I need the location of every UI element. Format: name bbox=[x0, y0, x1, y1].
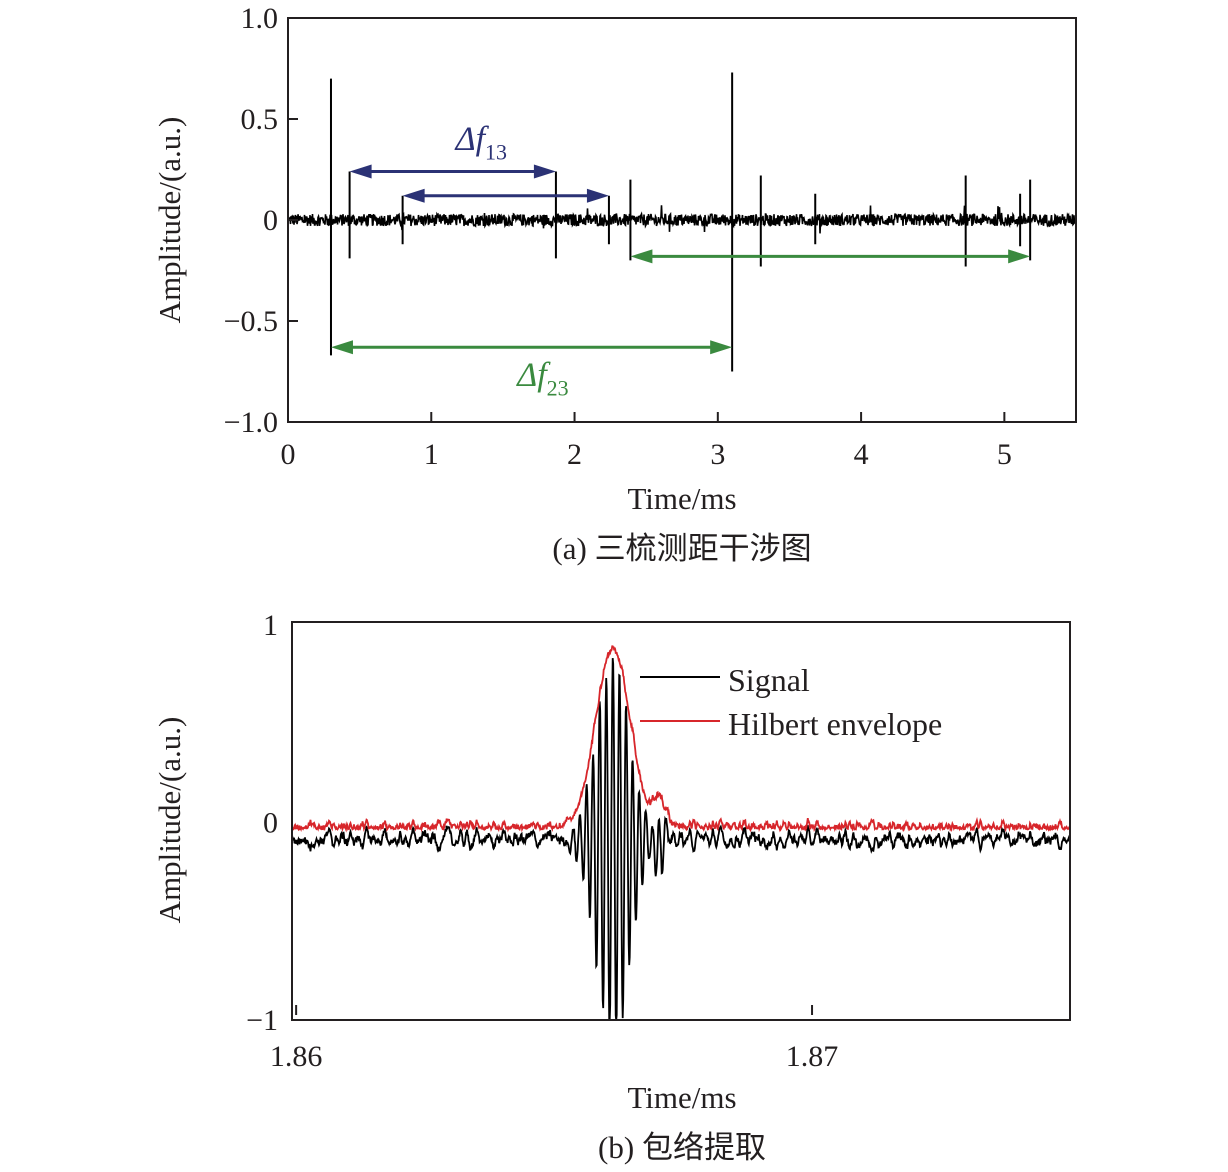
y-tick-label: 1 bbox=[263, 609, 278, 642]
x-tick-label: 4 bbox=[854, 438, 869, 471]
y-tick-label: −0.5 bbox=[224, 305, 278, 338]
delta-f-label: Δf13 bbox=[454, 120, 507, 164]
y-tick-label: 0 bbox=[263, 807, 278, 840]
measurement-arrow bbox=[402, 188, 609, 203]
arrow-head-right-icon bbox=[533, 164, 556, 179]
measurement-arrow bbox=[330, 340, 733, 355]
delta-f-subscript: 13 bbox=[485, 139, 507, 164]
arrow-head-left-icon bbox=[349, 164, 372, 179]
delta-f-subscript: 23 bbox=[547, 376, 569, 401]
legend-label-envelope: Hilbert envelope bbox=[728, 706, 942, 742]
chart-b-xlabel: Time/ms bbox=[627, 1080, 736, 1115]
signal-trace bbox=[288, 205, 1076, 234]
delta-f-base: Δf bbox=[454, 120, 490, 157]
chart-b-ylabel: Amplitude/(a.u.) bbox=[152, 717, 187, 924]
x-tick-label: 2 bbox=[567, 438, 582, 471]
signal-line bbox=[291, 658, 1071, 1021]
arrow-head-left-icon bbox=[630, 249, 653, 264]
chart-a-xlabel: Time/ms bbox=[627, 481, 736, 516]
arrow-head-right-icon bbox=[710, 340, 733, 355]
arrow-head-left-icon bbox=[330, 340, 353, 355]
chart-b-caption: (b) 包络提取 bbox=[598, 1130, 766, 1165]
x-tick-label: 1 bbox=[424, 438, 439, 471]
x-tick-label: 1.87 bbox=[786, 1040, 839, 1073]
arrow-head-right-icon bbox=[1008, 249, 1031, 264]
x-tick-label: 5 bbox=[997, 438, 1012, 471]
x-tick-label: 1.86 bbox=[270, 1040, 323, 1073]
y-tick-label: −1.0 bbox=[224, 406, 278, 439]
delta-f-base: Δf bbox=[515, 357, 551, 394]
arrow-head-right-icon bbox=[586, 188, 609, 203]
delta-f-label: Δf23 bbox=[515, 357, 568, 401]
x-tick-label: 3 bbox=[710, 438, 725, 471]
y-tick-label: 1.0 bbox=[241, 2, 279, 35]
chart-b-legend: Signal Hilbert envelope bbox=[640, 662, 942, 742]
chart-a-ylabel: Amplitude/(a.u.) bbox=[152, 117, 187, 324]
y-tick-label: −1 bbox=[246, 1004, 278, 1037]
y-tick-label: 0 bbox=[263, 204, 278, 237]
x-tick-label: 0 bbox=[281, 438, 296, 471]
measurement-arrow bbox=[630, 249, 1031, 264]
measurement-arrow bbox=[349, 164, 556, 179]
arrow-head-left-icon bbox=[402, 188, 425, 203]
chart-a-caption: (a) 三梳测距干涉图 bbox=[552, 531, 811, 566]
legend-label-signal: Signal bbox=[728, 662, 810, 698]
y-tick-label: 0.5 bbox=[241, 103, 279, 136]
hilbert-envelope-line bbox=[291, 645, 1071, 833]
chart-b-plot-frame bbox=[291, 621, 1071, 1021]
chart-b-envelope: 1.86 1.87 1 0 −1 Signal Hilbert envelope Tim… bbox=[152, 609, 1071, 1165]
